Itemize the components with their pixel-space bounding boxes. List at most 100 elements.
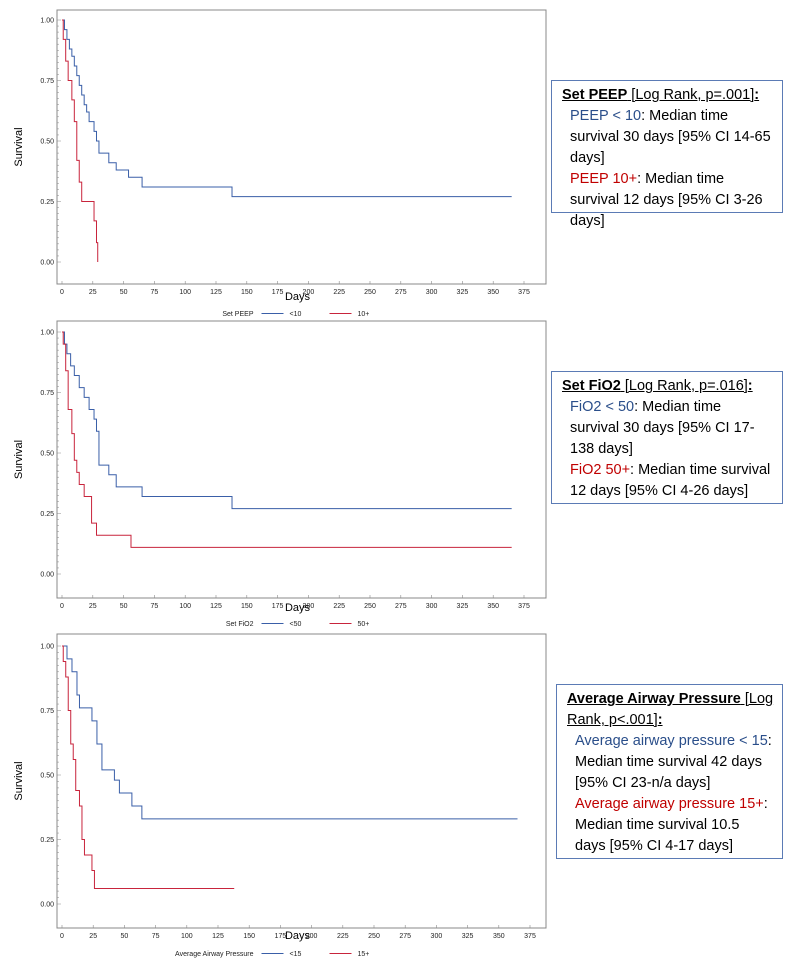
x-tick-label: 300 <box>426 603 438 610</box>
airway-annotation-box: Average Airway Pressure [Log Rank, p<.00… <box>556 684 783 859</box>
x-tick-label: 275 <box>399 933 411 940</box>
x-tick-label: 275 <box>395 603 407 610</box>
x-tick-label: 350 <box>487 289 499 296</box>
x-tick-label: 125 <box>210 603 222 610</box>
x-tick-label: 350 <box>493 933 505 940</box>
y-axis-label: Survival <box>13 127 25 166</box>
x-tick-label: 375 <box>524 933 536 940</box>
legend-title: Set FiO2 <box>226 621 254 628</box>
y-tick-label: 0.25 <box>40 511 54 518</box>
x-tick-label: 350 <box>487 603 499 610</box>
x-tick-label: 300 <box>431 933 443 940</box>
y-tick-label: 0.50 <box>40 451 54 458</box>
x-tick-label: 325 <box>457 603 469 610</box>
legend: Set PEEP <10 10+ <box>222 311 369 318</box>
group1-label: PEEP < 10 <box>570 108 642 124</box>
x-tick-label: 225 <box>337 933 349 940</box>
x-tick-label: 200 <box>306 933 318 940</box>
y-tick-label: 0.00 <box>40 902 54 909</box>
legend-entry: <10 <box>290 311 302 318</box>
plot-frame <box>56 320 547 599</box>
group2-text: : Median time survival 12 days [95% CI 3… <box>570 171 763 229</box>
x-tick-label: 300 <box>426 289 438 296</box>
fio2-survival-chart: 0.00 0.25 0.50 0.75 1.00 0 25 50 75 100 125 150 175 2… <box>13 320 547 628</box>
y-tick-label: 0.00 <box>40 260 54 267</box>
group1-label: FiO2 < 50 <box>570 399 635 415</box>
peep-survival-chart: 0.00 0.25 0.50 0.75 1.00 0 25 50 75 100 125 150 175 2… <box>13 9 547 318</box>
y-tick-label: 0.50 <box>40 773 54 780</box>
x-tick-label: 50 <box>120 603 128 610</box>
x-tick-label: 150 <box>241 289 253 296</box>
group1-label: Average airway pressure < 15 <box>575 733 768 749</box>
x-tick-label: 25 <box>89 289 97 296</box>
y-tick-label: 1.00 <box>40 18 54 25</box>
x-tick-label: 150 <box>241 603 253 610</box>
fio2-annotation-box: Set FiO2 [Log Rank, p=.016]: FiO2 < 50: … <box>551 371 783 504</box>
group2-label: FiO2 50+ <box>570 462 631 478</box>
peep-annotation-box: Set PEEP [Log Rank, p=.001]: PEEP < 10: … <box>551 80 783 229</box>
y-axis-label: Survival <box>13 761 25 800</box>
x-tick-label: 0 <box>60 933 64 940</box>
x-tick-label: 0 <box>60 289 64 296</box>
x-tick-label: 50 <box>120 289 128 296</box>
x-tick-label: 125 <box>212 933 224 940</box>
group2-text: : Median time survival 10.5 days [95% CI… <box>575 796 768 854</box>
x-tick-label: 175 <box>272 603 284 610</box>
x-tick-label: 75 <box>151 603 159 610</box>
annotation-title: Set FiO2 <box>562 378 621 394</box>
x-tick-label: 250 <box>364 289 376 296</box>
annotation-title-rest: [Log Rank, p=.001] <box>627 87 755 103</box>
y-axis-label: Survival <box>13 440 25 479</box>
y-tick-label: 0.75 <box>40 708 54 715</box>
legend-title: Average Airway Pressure <box>175 951 254 958</box>
airway-pressure-panel: 0.00 0.25 0.50 0.75 1.00 0 25 50 75 100 125 150 175 2… <box>0 628 794 960</box>
x-tick-label: 200 <box>303 603 315 610</box>
x-tick-label: 175 <box>272 289 284 296</box>
legend-entry: 15+ <box>358 951 370 958</box>
annotation-title-rest: [Log Rank, p=.016] <box>620 378 748 394</box>
x-tick-label: 100 <box>181 933 193 940</box>
legend: Average Airway Pressure <15 15+ <box>175 951 369 958</box>
y-tick-label: 0.50 <box>40 139 54 146</box>
x-tick-label: 325 <box>457 289 469 296</box>
legend-entry: 10+ <box>358 311 370 318</box>
group2-text: : Median time survival 12 days [95% CI 4… <box>570 462 771 499</box>
x-tick-label: 0 <box>60 603 64 610</box>
survival-curve-<50 <box>62 331 512 510</box>
plot-frame <box>56 9 547 285</box>
y-tick-label: 0.25 <box>40 837 54 844</box>
group1-text: : Median time survival 30 days [95% CI 1… <box>570 108 771 166</box>
x-tick-label: 75 <box>152 933 160 940</box>
x-tick-label: 175 <box>275 933 287 940</box>
y-tick-label: 1.00 <box>40 330 54 337</box>
survival-curve-15+ <box>62 645 235 890</box>
x-tick-label: 25 <box>89 603 97 610</box>
group1-text: : Median time survival 42 days [95% CI 2… <box>575 733 772 791</box>
group2-label: PEEP 10+ <box>570 171 638 187</box>
group1-text: : Median time survival 30 days [95% CI 1… <box>570 399 755 457</box>
y-tick-label: 0.00 <box>40 572 54 579</box>
survival-curve-50+ <box>62 331 512 548</box>
x-axis-label: Days <box>285 291 311 303</box>
annotation-title: Average Airway Pressure <box>567 691 741 707</box>
group2-label: Average airway pressure 15+ <box>575 796 764 812</box>
annotation-colon: : <box>747 378 753 394</box>
x-tick-label: 100 <box>179 603 191 610</box>
legend-entry: <50 <box>290 621 302 628</box>
x-tick-label: 225 <box>333 603 345 610</box>
x-tick-label: 25 <box>89 933 97 940</box>
annotation-colon: : <box>754 87 760 103</box>
annotation-title: Set PEEP <box>562 87 628 103</box>
legend-entry: <15 <box>290 951 302 958</box>
x-tick-label: 225 <box>333 289 345 296</box>
legend: Set FiO2 <50 50+ <box>226 621 370 628</box>
x-tick-label: 250 <box>364 603 376 610</box>
peep-panel: 0.00 0.25 0.50 0.75 1.00 0 25 50 75 100 125 150 175 2… <box>0 0 794 320</box>
survival-curve-<15 <box>62 645 518 820</box>
x-tick-label: 250 <box>368 933 380 940</box>
x-tick-label: 125 <box>210 289 222 296</box>
airway-pressure-survival-chart: 0.00 0.25 0.50 0.75 1.00 0 25 50 75 100 125 150 175 2… <box>13 633 547 958</box>
x-tick-label: 150 <box>243 933 255 940</box>
survival-curve-<10 <box>62 19 512 198</box>
x-tick-label: 200 <box>303 289 315 296</box>
